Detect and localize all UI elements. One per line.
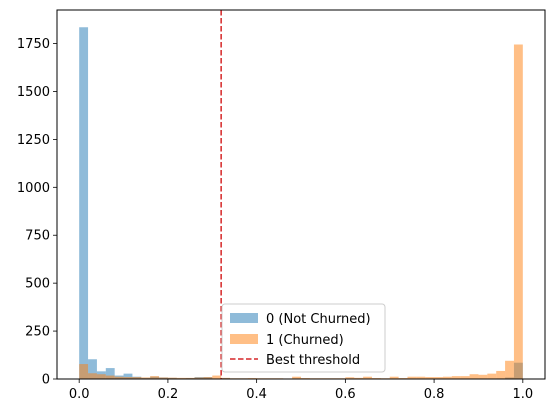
bar bbox=[425, 377, 435, 379]
bar bbox=[442, 376, 452, 379]
bar bbox=[363, 376, 372, 379]
bar bbox=[185, 377, 195, 379]
bar bbox=[487, 373, 497, 379]
y-tick-label: 750 bbox=[25, 229, 50, 244]
y-tick-label: 0 bbox=[42, 373, 50, 388]
bar bbox=[105, 368, 115, 379]
legend-label-not-churned: 0 (Not Churned) bbox=[266, 312, 371, 327]
x-tick-label: 1.0 bbox=[512, 387, 533, 402]
legend-box bbox=[221, 303, 386, 373]
bar bbox=[203, 377, 213, 379]
bar bbox=[354, 377, 364, 379]
bar bbox=[123, 377, 133, 379]
x-tick-label: 0.6 bbox=[335, 387, 356, 402]
bar bbox=[167, 377, 177, 379]
y-tick-label: 500 bbox=[25, 277, 50, 292]
y-tick-label: 1750 bbox=[17, 37, 50, 52]
bar bbox=[79, 27, 89, 379]
y-axis: 0 250 500 750 1000 1250 1500 1750 bbox=[17, 37, 57, 388]
legend-label-churned: 1 (Churned) bbox=[266, 333, 344, 348]
bar bbox=[88, 373, 97, 379]
bar bbox=[407, 376, 417, 379]
y-tick-label: 1500 bbox=[17, 85, 50, 100]
bar bbox=[513, 44, 523, 379]
legend-swatch-churned bbox=[230, 334, 258, 344]
bar bbox=[141, 377, 151, 379]
y-tick-label: 250 bbox=[25, 325, 50, 340]
bar bbox=[478, 374, 488, 379]
bar bbox=[114, 376, 124, 379]
bar bbox=[434, 377, 443, 379]
legend: 0 (Not Churned) 1 (Churned) Best thresho… bbox=[221, 303, 386, 373]
legend-label-threshold: Best threshold bbox=[266, 353, 360, 368]
x-tick-label: 0.2 bbox=[158, 387, 179, 402]
bar bbox=[345, 377, 355, 379]
bar bbox=[96, 374, 106, 379]
bar bbox=[212, 375, 222, 379]
x-tick-label: 0.8 bbox=[424, 387, 445, 402]
bar bbox=[79, 364, 89, 379]
bar bbox=[88, 359, 97, 379]
bar bbox=[292, 376, 301, 379]
bar bbox=[150, 376, 160, 379]
y-tick-label: 1000 bbox=[17, 181, 50, 196]
bar bbox=[221, 377, 231, 379]
legend-swatch-not-churned bbox=[230, 313, 258, 323]
bar bbox=[159, 377, 168, 379]
bar bbox=[105, 375, 115, 379]
x-tick-label: 0.4 bbox=[246, 387, 267, 402]
bar bbox=[496, 370, 506, 379]
axes-frame bbox=[56, 9, 546, 380]
bar bbox=[451, 376, 461, 379]
bar bbox=[460, 376, 470, 379]
x-axis: 0.0 0.2 0.4 0.6 0.8 1.0 bbox=[69, 379, 533, 402]
bar bbox=[194, 377, 204, 379]
x-tick-label: 0.0 bbox=[69, 387, 90, 402]
bar bbox=[176, 377, 186, 379]
y-tick-label: 1250 bbox=[17, 133, 50, 148]
bar bbox=[505, 360, 514, 379]
bar bbox=[416, 376, 426, 379]
bar bbox=[389, 376, 399, 379]
bar bbox=[132, 377, 142, 379]
bar bbox=[123, 373, 133, 379]
bar bbox=[469, 374, 479, 379]
